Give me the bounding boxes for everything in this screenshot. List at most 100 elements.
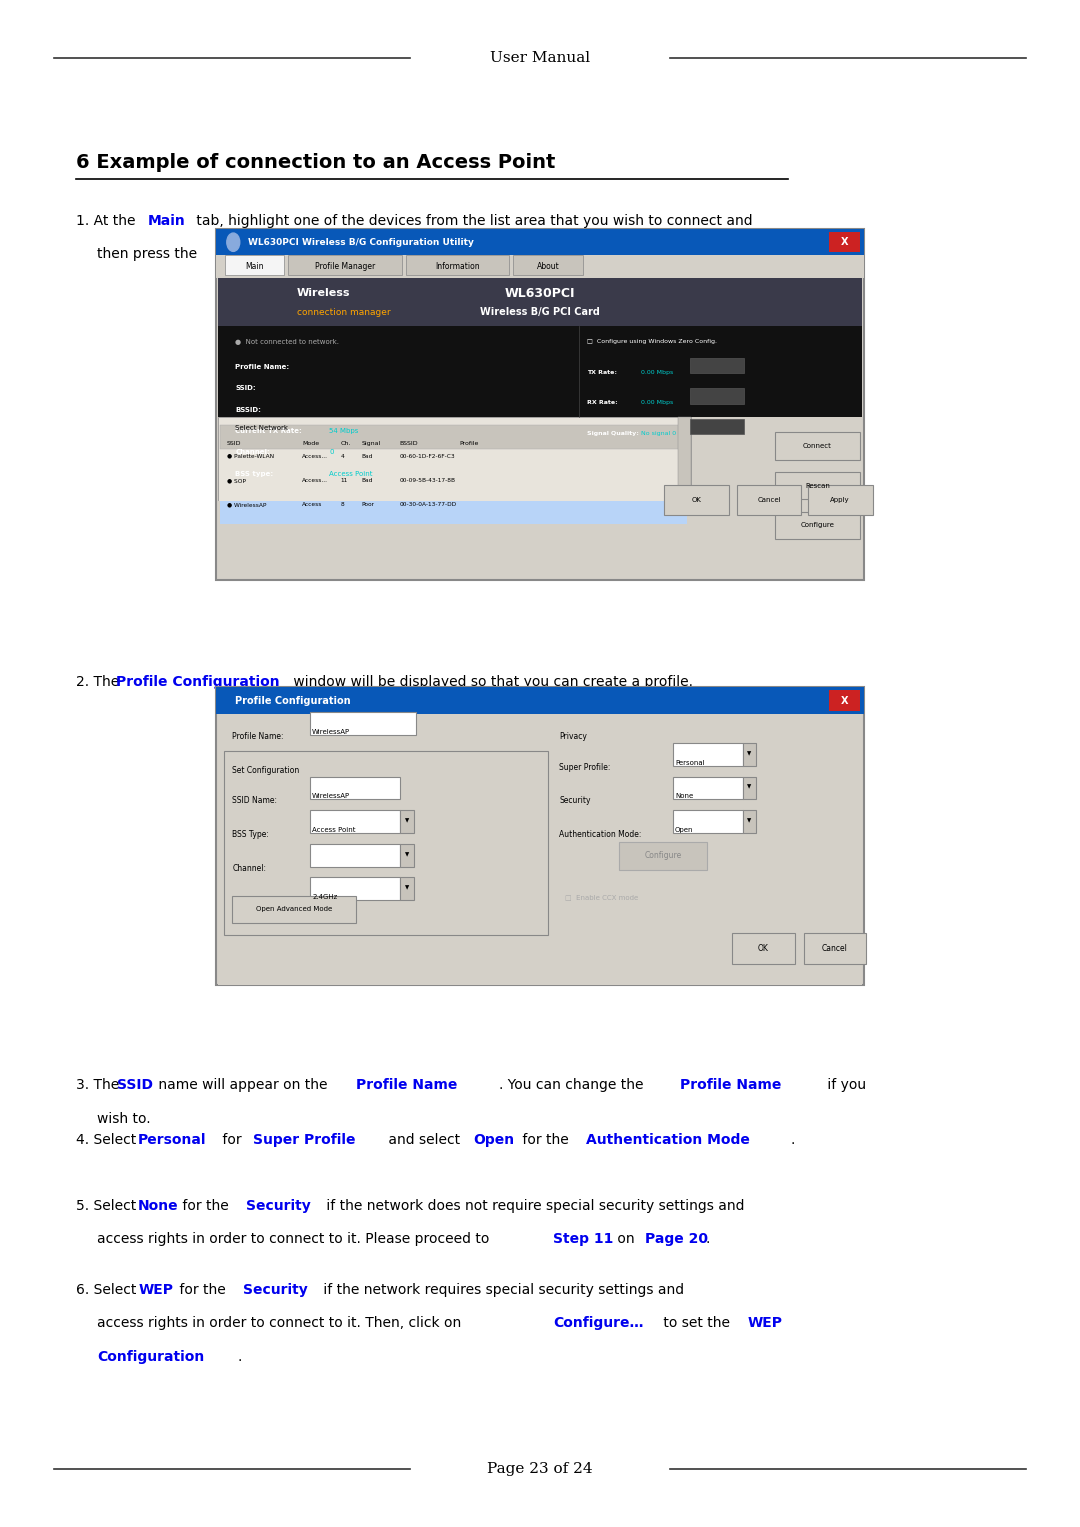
Text: TX Rate:: TX Rate: [588,370,618,376]
Text: WirelessAP: WirelessAP [312,730,350,734]
Text: 2.4GHz: 2.4GHz [312,895,337,899]
Text: then press the: then press the [97,247,202,261]
Text: ● SOP: ● SOP [227,478,246,483]
FancyBboxPatch shape [690,357,744,373]
Text: Main: Main [148,214,186,228]
Text: access rights in order to connect to it. Then, click on: access rights in order to connect to it.… [97,1316,465,1330]
FancyBboxPatch shape [400,878,414,901]
Text: Channel:: Channel: [232,864,266,872]
FancyBboxPatch shape [673,777,743,800]
Text: Signal Quality:: Signal Quality: [588,431,639,437]
FancyBboxPatch shape [400,811,414,834]
Text: About: About [537,263,559,272]
Text: 00-30-0A-13-77-DD: 00-30-0A-13-77-DD [400,502,457,507]
FancyBboxPatch shape [310,713,416,736]
Text: to set the: to set the [659,1316,734,1330]
Text: if the network requires special security settings and: if the network requires special security… [319,1283,684,1296]
Text: WirelessAP: WirelessAP [312,794,350,799]
Text: Configure: Configure [645,852,681,860]
Text: 0.00 Mbps: 0.00 Mbps [642,400,674,406]
Text: OK: OK [691,498,702,502]
FancyBboxPatch shape [804,933,866,964]
Text: if you: if you [823,1078,866,1092]
Text: BSSID:: BSSID: [235,406,261,412]
Text: ▼: ▼ [405,818,409,823]
Text: 4: 4 [340,454,343,458]
FancyBboxPatch shape [400,844,414,867]
Text: Profile Name:: Profile Name: [232,733,284,741]
FancyBboxPatch shape [619,843,707,870]
Text: tab, highlight one of the devices from the list area that you wish to connect an: tab, highlight one of the devices from t… [192,214,753,228]
FancyBboxPatch shape [288,255,402,275]
Text: Super Profile:: Super Profile: [559,764,611,771]
Text: X: X [841,237,848,247]
Text: connection manager: connection manager [297,308,391,318]
FancyBboxPatch shape [310,811,400,834]
Text: Access: Access [302,502,323,507]
Text: Set Configuration: Set Configuration [232,767,299,774]
Text: Ch.: Ch. [340,441,351,446]
Text: Information: Information [435,263,480,272]
Text: 4. Select: 4. Select [76,1133,140,1147]
FancyBboxPatch shape [829,690,860,712]
Text: for: for [218,1133,246,1147]
FancyBboxPatch shape [310,878,400,901]
Text: Privacy: Privacy [559,733,588,741]
FancyBboxPatch shape [216,687,864,715]
Text: for the: for the [178,1199,233,1212]
Text: ▼: ▼ [405,852,409,857]
FancyBboxPatch shape [232,895,356,922]
Text: Step 11: Step 11 [553,1232,613,1246]
Text: Current TX Rate:: Current TX Rate: [235,428,302,434]
Text: name will appear on the: name will appear on the [154,1078,333,1092]
Text: .: . [791,1133,795,1147]
Text: ▼: ▼ [747,751,752,756]
Text: ▼: ▼ [405,886,409,890]
Text: button to access it.: button to access it. [289,247,428,261]
FancyBboxPatch shape [220,452,687,475]
Text: 00-60-1D-F2-6F-C3: 00-60-1D-F2-6F-C3 [400,454,456,458]
Text: None: None [675,794,693,799]
Text: ●  Not connected to network.: ● Not connected to network. [235,339,339,345]
Text: Band:: Band: [232,898,254,906]
Text: WEP: WEP [138,1283,173,1296]
Text: Connect: Connect [218,247,282,261]
Text: SSID Name:: SSID Name: [232,797,278,805]
Text: Profile Name: Profile Name [356,1078,458,1092]
Text: Access Point: Access Point [329,470,373,476]
Text: Wireless B/G PCI Card: Wireless B/G PCI Card [481,307,599,318]
Text: 6. Select: 6. Select [76,1283,140,1296]
Text: Access...: Access... [302,478,328,483]
FancyBboxPatch shape [225,255,284,275]
Text: Open Advanced Mode: Open Advanced Mode [256,906,332,912]
Text: Authentication Mode:: Authentication Mode: [559,831,642,838]
Text: Access...: Access... [302,454,328,458]
Text: BSS type:: BSS type: [235,470,273,476]
Text: 11: 11 [340,478,348,483]
Text: BSSID: BSSID [400,441,418,446]
Text: Select Network: Select Network [235,425,288,431]
FancyBboxPatch shape [218,325,862,417]
Text: Page 23 of 24: Page 23 of 24 [487,1461,593,1477]
FancyBboxPatch shape [216,229,864,255]
FancyBboxPatch shape [775,512,860,539]
Text: 8: 8 [340,502,343,507]
Text: Cancel: Cancel [757,498,781,502]
Text: OK: OK [758,944,769,953]
Text: SSID:: SSID: [235,385,256,391]
Text: Security: Security [559,797,591,805]
Text: Configuration: Configuration [97,1350,204,1364]
Text: Main: Main [245,263,264,272]
Text: ▼: ▼ [747,818,752,823]
Text: ● WirelessAP: ● WirelessAP [227,502,267,507]
Text: for the: for the [175,1283,230,1296]
Text: Wireless: Wireless [297,289,351,298]
Text: Super Profile: Super Profile [253,1133,355,1147]
Text: SSID: SSID [227,441,241,446]
FancyBboxPatch shape [224,751,548,935]
Text: Bad: Bad [362,454,374,458]
FancyBboxPatch shape [743,811,756,834]
Text: □  Configure using Windows Zero Config.: □ Configure using Windows Zero Config. [588,339,717,345]
FancyBboxPatch shape [678,417,691,501]
FancyBboxPatch shape [743,744,756,767]
